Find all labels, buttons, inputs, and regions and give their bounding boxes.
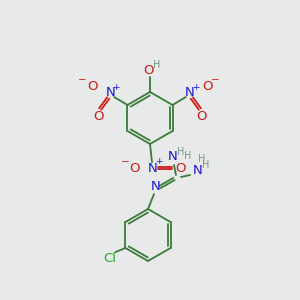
Text: Cl: Cl: [103, 253, 116, 266]
Text: O: O: [87, 80, 98, 94]
Text: N: N: [151, 181, 161, 194]
Text: O: O: [144, 64, 154, 76]
Text: N: N: [185, 86, 195, 100]
Text: +: +: [155, 158, 163, 166]
Text: O: O: [196, 110, 207, 124]
Text: H: H: [184, 151, 192, 161]
Text: O: O: [129, 161, 139, 175]
Text: H: H: [153, 60, 161, 70]
Text: N: N: [168, 149, 178, 163]
Text: N: N: [148, 161, 158, 175]
Text: N: N: [193, 164, 203, 178]
Text: +: +: [192, 83, 200, 92]
Text: −: −: [78, 75, 86, 85]
Text: +: +: [112, 83, 120, 92]
Text: −: −: [121, 157, 129, 167]
Text: O: O: [93, 110, 104, 124]
Text: H: H: [177, 147, 185, 157]
Text: −: −: [211, 75, 219, 85]
Text: N: N: [105, 86, 115, 100]
Text: O: O: [175, 161, 185, 175]
Text: O: O: [202, 80, 213, 94]
Text: H: H: [198, 154, 206, 164]
Text: H: H: [202, 160, 210, 170]
